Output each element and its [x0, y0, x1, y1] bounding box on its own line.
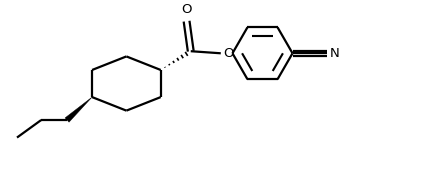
Polygon shape [65, 97, 92, 122]
Text: N: N [330, 47, 339, 60]
Text: O: O [181, 3, 192, 16]
Text: O: O [223, 47, 234, 60]
